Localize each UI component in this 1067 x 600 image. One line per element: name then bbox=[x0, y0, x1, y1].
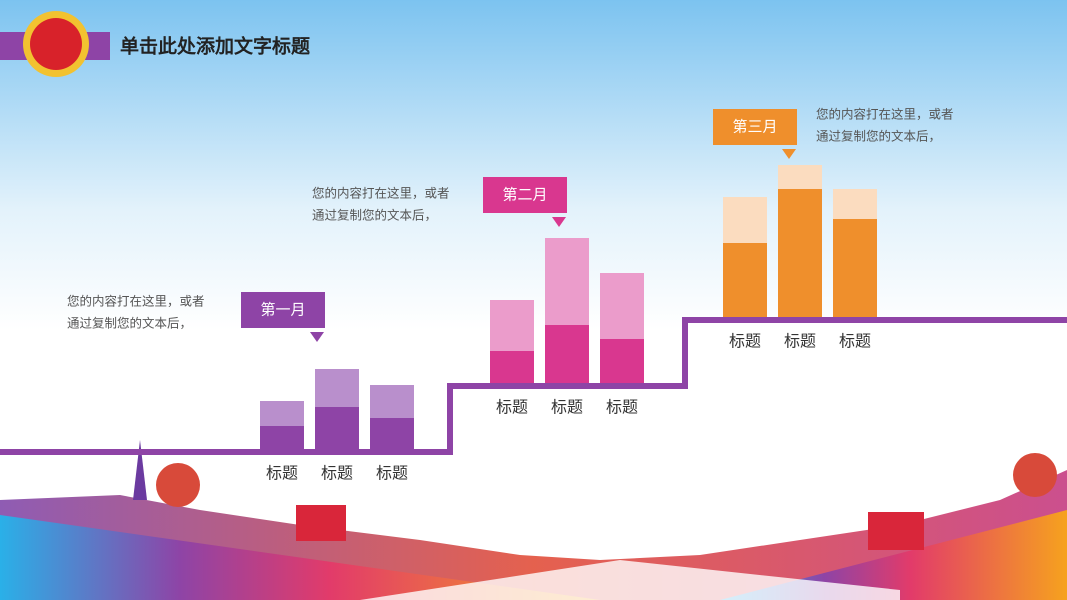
white-wave bbox=[360, 560, 900, 600]
month-tag bbox=[713, 109, 797, 145]
description: 您的内容打在这里，或者 bbox=[67, 294, 205, 309]
month-tag bbox=[483, 177, 567, 213]
bar-top bbox=[723, 197, 767, 243]
bar-base bbox=[778, 189, 822, 317]
arch-right bbox=[868, 512, 924, 550]
tag-pointer bbox=[782, 149, 796, 159]
bar-label: 标题 bbox=[729, 332, 761, 351]
bar-top bbox=[600, 273, 644, 339]
bar-top bbox=[370, 385, 414, 418]
bar-top bbox=[833, 189, 877, 219]
bar-base bbox=[370, 418, 414, 449]
bar-top bbox=[778, 165, 822, 189]
bar-label: 标题 bbox=[376, 464, 408, 483]
month-tag bbox=[241, 292, 325, 328]
bar-base bbox=[600, 339, 644, 383]
bar-label: 标题 bbox=[551, 398, 583, 417]
color-band-left bbox=[0, 515, 600, 600]
bar-label: 标题 bbox=[496, 398, 528, 417]
description: 通过复制您的文本后， bbox=[816, 129, 941, 144]
bar-base bbox=[490, 351, 534, 383]
globe-left bbox=[156, 463, 200, 507]
tag-pointer bbox=[310, 332, 324, 342]
bar-base bbox=[545, 325, 589, 383]
tag-pointer bbox=[552, 217, 566, 227]
bar-label: 标题 bbox=[784, 332, 816, 351]
bar-base bbox=[833, 219, 877, 317]
bar-label: 标题 bbox=[321, 464, 353, 483]
bar-label: 标题 bbox=[266, 464, 298, 483]
bar-base bbox=[723, 243, 767, 317]
description: 您的内容打在这里，或者 bbox=[312, 186, 450, 201]
description: 通过复制您的文本后， bbox=[67, 316, 192, 331]
bar-base bbox=[260, 426, 304, 449]
tower bbox=[133, 440, 147, 500]
emblem bbox=[30, 18, 82, 70]
bar-base bbox=[315, 407, 359, 449]
bar-label: 标题 bbox=[606, 398, 638, 417]
slide-title: 单击此处添加文字标题 bbox=[120, 35, 310, 58]
description: 您的内容打在这里，或者 bbox=[816, 107, 954, 122]
month-label: 第三月 bbox=[732, 118, 777, 136]
description: 通过复制您的文本后， bbox=[312, 208, 437, 223]
bar-top bbox=[260, 401, 304, 426]
step-line bbox=[0, 317, 1067, 455]
globe-right bbox=[1013, 453, 1057, 497]
color-band-right bbox=[720, 510, 1067, 600]
month-label: 第一月 bbox=[260, 301, 305, 319]
arch-left bbox=[296, 505, 346, 541]
bar-top bbox=[545, 238, 589, 325]
month-label: 第二月 bbox=[502, 186, 547, 204]
bar-top bbox=[315, 369, 359, 407]
bar-top bbox=[490, 300, 534, 351]
bar-label: 标题 bbox=[839, 332, 871, 351]
